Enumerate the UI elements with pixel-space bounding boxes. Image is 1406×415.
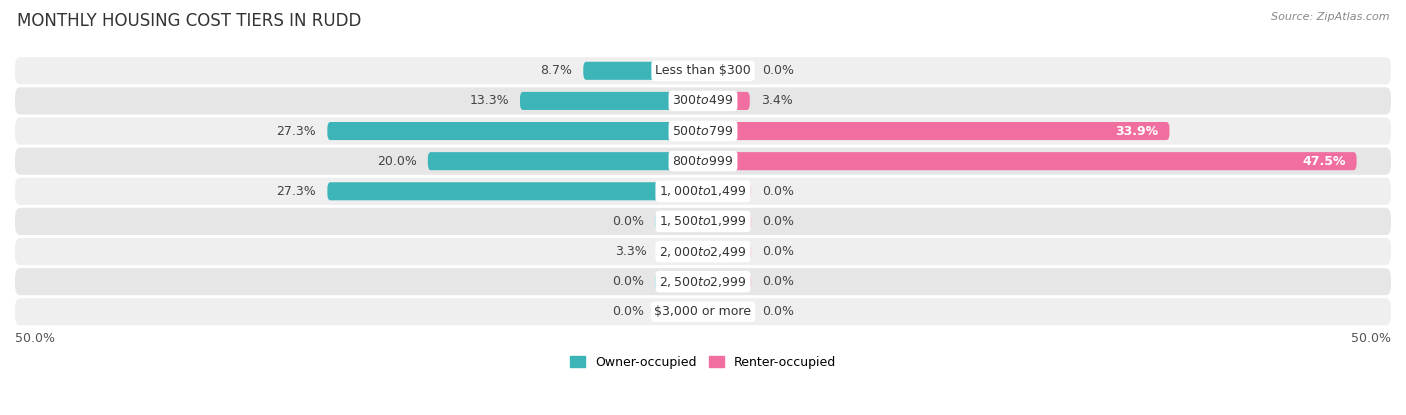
FancyBboxPatch shape xyxy=(583,62,703,80)
FancyBboxPatch shape xyxy=(15,268,1391,295)
Text: 27.3%: 27.3% xyxy=(277,124,316,137)
Text: $800 to $999: $800 to $999 xyxy=(672,155,734,168)
Text: 0.0%: 0.0% xyxy=(762,275,794,288)
Text: 0.0%: 0.0% xyxy=(762,245,794,258)
Legend: Owner-occupied, Renter-occupied: Owner-occupied, Renter-occupied xyxy=(565,351,841,374)
FancyBboxPatch shape xyxy=(15,178,1391,205)
Text: 0.0%: 0.0% xyxy=(762,305,794,318)
FancyBboxPatch shape xyxy=(328,182,703,200)
Text: $1,500 to $1,999: $1,500 to $1,999 xyxy=(659,215,747,228)
Text: $300 to $499: $300 to $499 xyxy=(672,95,734,107)
FancyBboxPatch shape xyxy=(655,273,703,290)
Text: 50.0%: 50.0% xyxy=(1351,332,1391,345)
Text: MONTHLY HOUSING COST TIERS IN RUDD: MONTHLY HOUSING COST TIERS IN RUDD xyxy=(17,12,361,30)
Text: $3,000 or more: $3,000 or more xyxy=(655,305,751,318)
FancyBboxPatch shape xyxy=(328,122,703,140)
FancyBboxPatch shape xyxy=(15,238,1391,265)
Text: 0.0%: 0.0% xyxy=(762,64,794,77)
Text: 33.9%: 33.9% xyxy=(1115,124,1159,137)
FancyBboxPatch shape xyxy=(703,152,1357,170)
FancyBboxPatch shape xyxy=(15,208,1391,235)
FancyBboxPatch shape xyxy=(703,273,751,290)
FancyBboxPatch shape xyxy=(655,212,703,230)
FancyBboxPatch shape xyxy=(703,182,751,200)
Text: 0.0%: 0.0% xyxy=(762,185,794,198)
Text: $1,000 to $1,499: $1,000 to $1,499 xyxy=(659,184,747,198)
Text: $2,500 to $2,999: $2,500 to $2,999 xyxy=(659,275,747,289)
FancyBboxPatch shape xyxy=(703,303,751,321)
FancyBboxPatch shape xyxy=(15,57,1391,84)
Text: 27.3%: 27.3% xyxy=(277,185,316,198)
Text: 0.0%: 0.0% xyxy=(612,215,644,228)
FancyBboxPatch shape xyxy=(703,62,751,80)
FancyBboxPatch shape xyxy=(703,212,751,230)
Text: 3.3%: 3.3% xyxy=(614,245,647,258)
Text: 50.0%: 50.0% xyxy=(15,332,55,345)
Text: $500 to $799: $500 to $799 xyxy=(672,124,734,137)
FancyBboxPatch shape xyxy=(427,152,703,170)
FancyBboxPatch shape xyxy=(15,298,1391,325)
Text: 3.4%: 3.4% xyxy=(761,95,793,107)
Text: 8.7%: 8.7% xyxy=(540,64,572,77)
Text: 47.5%: 47.5% xyxy=(1302,155,1346,168)
FancyBboxPatch shape xyxy=(15,88,1391,115)
FancyBboxPatch shape xyxy=(703,92,749,110)
FancyBboxPatch shape xyxy=(658,242,703,261)
Text: 0.0%: 0.0% xyxy=(612,305,644,318)
FancyBboxPatch shape xyxy=(703,242,751,261)
Text: 0.0%: 0.0% xyxy=(762,215,794,228)
FancyBboxPatch shape xyxy=(15,148,1391,175)
FancyBboxPatch shape xyxy=(15,117,1391,144)
Text: 13.3%: 13.3% xyxy=(470,95,509,107)
FancyBboxPatch shape xyxy=(655,303,703,321)
FancyBboxPatch shape xyxy=(703,122,1170,140)
Text: 20.0%: 20.0% xyxy=(377,155,416,168)
Text: Source: ZipAtlas.com: Source: ZipAtlas.com xyxy=(1271,12,1389,22)
Text: 0.0%: 0.0% xyxy=(612,275,644,288)
Text: Less than $300: Less than $300 xyxy=(655,64,751,77)
FancyBboxPatch shape xyxy=(520,92,703,110)
Text: $2,000 to $2,499: $2,000 to $2,499 xyxy=(659,244,747,259)
